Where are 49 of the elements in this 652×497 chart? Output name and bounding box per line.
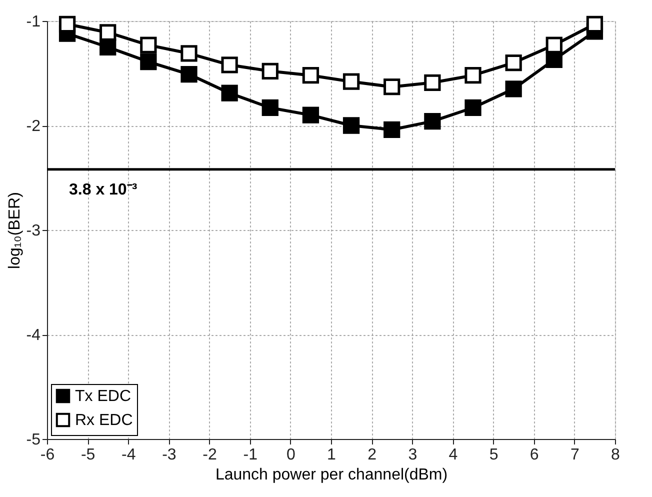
point: [424, 74, 441, 91]
point: [262, 62, 278, 80]
point: [384, 78, 400, 96]
point: [221, 56, 238, 74]
x-axis-title: Launch power per channel(dBm): [215, 466, 448, 484]
point: [342, 73, 360, 90]
x-tick-label: 7: [570, 446, 580, 464]
point: [464, 67, 482, 84]
x-tick-label: 3: [408, 446, 418, 464]
x-tick-label: 5: [489, 446, 498, 464]
point: [140, 36, 157, 54]
point: [140, 53, 157, 70]
x-tick-label: -1: [243, 446, 258, 464]
point: [342, 117, 360, 134]
x-tick-label: 4: [448, 446, 458, 464]
point: [424, 113, 441, 130]
point: [100, 24, 116, 41]
point: [262, 99, 278, 116]
point: [384, 121, 400, 138]
x-tick-label: -3: [162, 446, 176, 464]
x-tick-label: 8: [611, 446, 620, 464]
legend-label: Rx EDC: [75, 412, 133, 429]
legend-label: Tx EDC: [75, 388, 131, 405]
y-tick-label: -2: [26, 118, 41, 135]
x-tick-label: 6: [530, 446, 539, 464]
y-tick-label: -3: [26, 222, 41, 240]
point: [302, 106, 320, 124]
point: [180, 45, 198, 62]
x-tick-label: 1: [327, 446, 336, 464]
point: [505, 80, 522, 98]
point: [546, 36, 562, 54]
point: [58, 16, 76, 32]
y-tick-label: -5: [26, 432, 41, 448]
x-tick-label: -6: [40, 446, 55, 464]
point: [505, 54, 522, 72]
x-tick-label: -2: [202, 446, 217, 464]
point: [586, 16, 604, 32]
y-tick-label: -4: [26, 327, 41, 344]
x-tick-label: 2: [368, 446, 377, 464]
point: [464, 99, 482, 116]
x-tick-label: 0: [286, 446, 296, 464]
point: [180, 66, 198, 83]
point: [302, 67, 320, 84]
x-tick-label: -4: [122, 446, 136, 464]
point: [221, 84, 238, 102]
x-tick-label: -5: [80, 446, 96, 464]
y-axis-title: log₁₀(BER): [6, 192, 24, 269]
ref-line-label: 3.8 x 10⁻³: [69, 181, 138, 198]
y-tick-label: -1: [26, 14, 41, 30]
